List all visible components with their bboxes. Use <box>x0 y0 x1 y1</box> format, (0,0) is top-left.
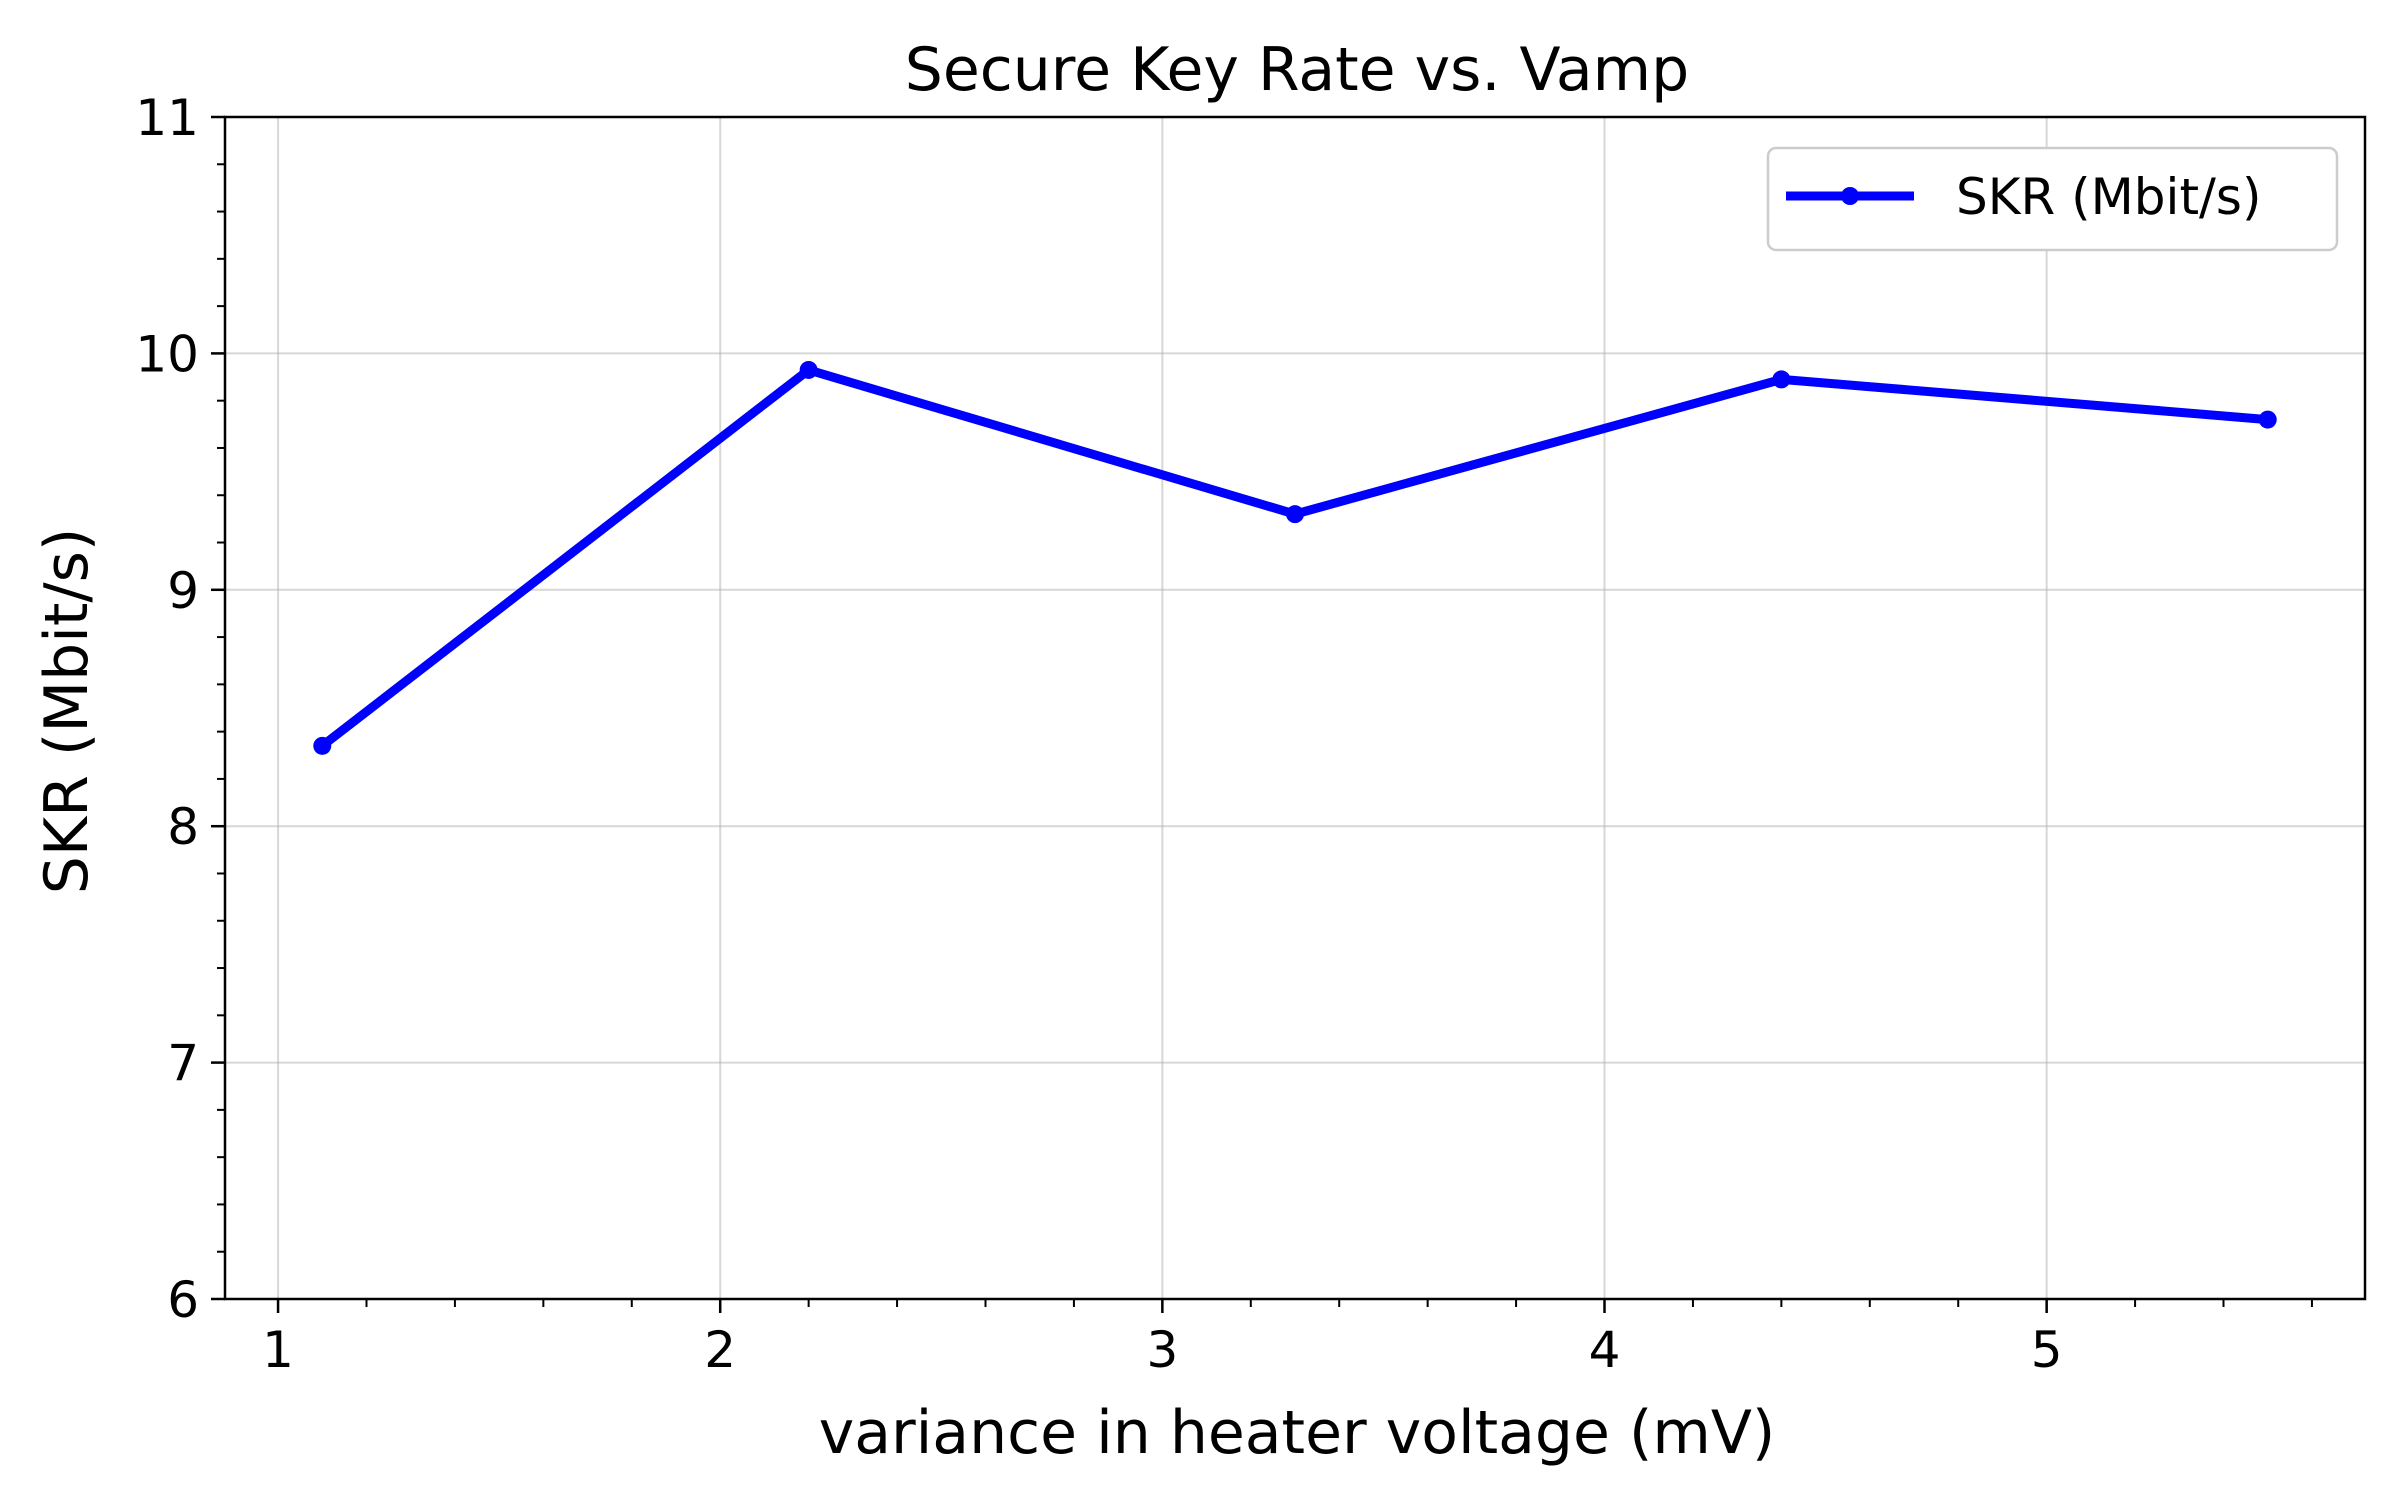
data-point <box>799 360 818 379</box>
data-point <box>1286 505 1304 524</box>
x-tick-label: 1 <box>262 1321 294 1379</box>
legend-box <box>1766 146 2339 252</box>
y-tick-label: 8 <box>167 798 199 856</box>
y-axis-title: SKR (Mbit/s) <box>32 528 102 895</box>
legend: SKR (Mbit/s) <box>1766 146 2339 252</box>
chart-title: Secure Key Rate vs. Vamp <box>905 35 1689 105</box>
y-tick-label: 10 <box>135 325 199 383</box>
legend-marker-sample <box>1841 187 1859 205</box>
x-tick-label: 4 <box>1589 1321 1621 1379</box>
x-tick-label: 3 <box>1146 1321 1178 1379</box>
plot-frame <box>223 115 2367 1301</box>
x-tick-label: 2 <box>704 1321 736 1379</box>
data-point <box>1772 370 1791 389</box>
minor-ticks <box>217 163 2313 1307</box>
data-point <box>313 736 332 755</box>
series-layer <box>313 360 2277 755</box>
x-tick-label: 5 <box>2031 1321 2063 1379</box>
y-tick-label: 9 <box>167 562 199 620</box>
y-tick-label: 7 <box>167 1035 199 1093</box>
x-axis-title: variance in heater voltage (mV) <box>819 1398 1776 1468</box>
legend-label: SKR (Mbit/s) <box>1956 168 2261 226</box>
major-ticks: 1 2 3 4 5 6 7 8 9 10 11 <box>135 89 2062 1379</box>
y-tick-label: 11 <box>135 89 199 147</box>
y-tick-label: 6 <box>167 1271 199 1329</box>
data-point <box>2258 410 2277 429</box>
